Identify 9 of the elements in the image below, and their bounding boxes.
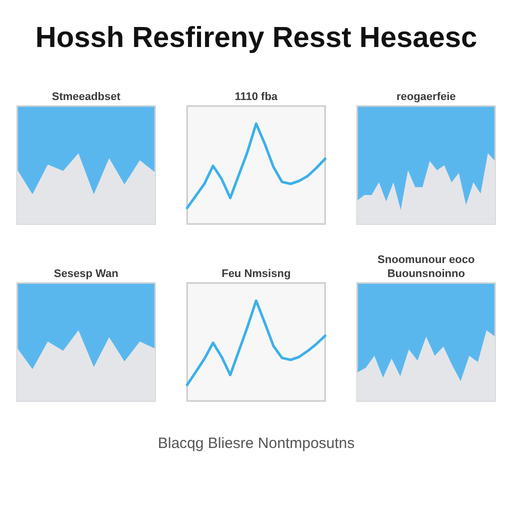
text: Hossh Resfireny Resst Hesaesc	[35, 22, 478, 54]
chart-title: reogaerfeie	[396, 91, 456, 103]
chart-title: Feu Nmsisng	[222, 268, 291, 280]
text: Blacqg Bliesre Nontmposutns	[158, 435, 355, 452]
chart-title: Stmeeadbset	[52, 91, 121, 103]
chart-title: Sesesp Wan	[54, 268, 119, 280]
chart-subtitle: Buounsnoinno	[387, 268, 466, 280]
chart-title: 1110 fba	[234, 91, 278, 103]
chart-title: Snoomunour eoco	[378, 254, 475, 266]
